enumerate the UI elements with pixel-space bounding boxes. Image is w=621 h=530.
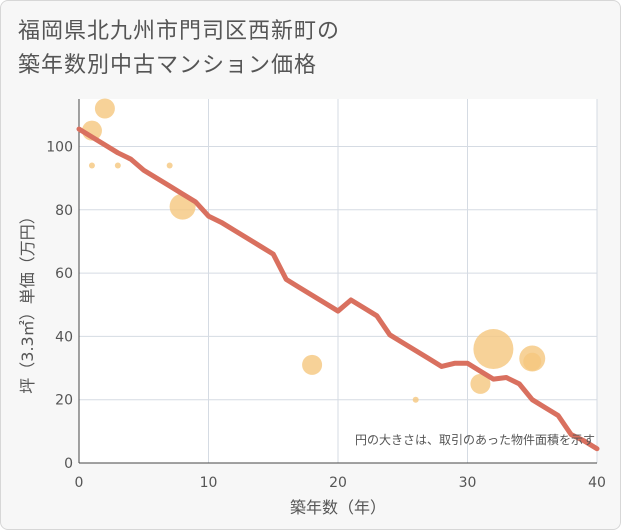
bubble-series: [81, 98, 546, 403]
bubble-point: [473, 329, 514, 370]
bubble-point: [302, 354, 323, 375]
x-axis-label: 築年数（年）: [290, 498, 386, 517]
y-tick-label: 20: [55, 393, 73, 409]
y-tick-label: 100: [46, 139, 73, 155]
bubble-point: [166, 162, 173, 169]
y-tick-labels: 0 20 40 60 80 100: [46, 139, 73, 472]
bubble-point: [94, 98, 115, 119]
x-tick-label: 0: [75, 475, 84, 491]
x-tick-label: 40: [588, 475, 606, 491]
bubble-point: [412, 396, 419, 403]
x-tick-label: 30: [459, 475, 477, 491]
x-tick-label: 20: [329, 475, 347, 491]
x-tick-label: 10: [200, 475, 218, 491]
grid-lines: [78, 99, 598, 464]
x-tick-labels: 0 10 20 30 40: [75, 475, 606, 491]
y-tick-label: 60: [55, 266, 73, 282]
trend-line: [76, 126, 600, 452]
y-tick-label: 40: [55, 329, 73, 345]
bubble-point: [114, 162, 121, 169]
title-line-1: 福岡県北九州市門司区西新町の: [18, 19, 341, 44]
size-note: 円の大きさは、取引のあった物件面積を示す: [355, 432, 595, 447]
title-line-2: 築年数別中古マンション価格: [18, 53, 318, 78]
bubble-point: [88, 162, 95, 169]
y-tick-label: 80: [55, 203, 73, 219]
chart-title: 福岡県北九州市門司区西新町の 築年数別中古マンション価格: [18, 15, 340, 83]
bubble-point: [523, 352, 542, 371]
y-tick-label: 0: [64, 456, 73, 472]
bubble-point: [470, 373, 491, 394]
y-axis-label: 坪（3.3㎡）単価（万円）: [18, 208, 37, 393]
